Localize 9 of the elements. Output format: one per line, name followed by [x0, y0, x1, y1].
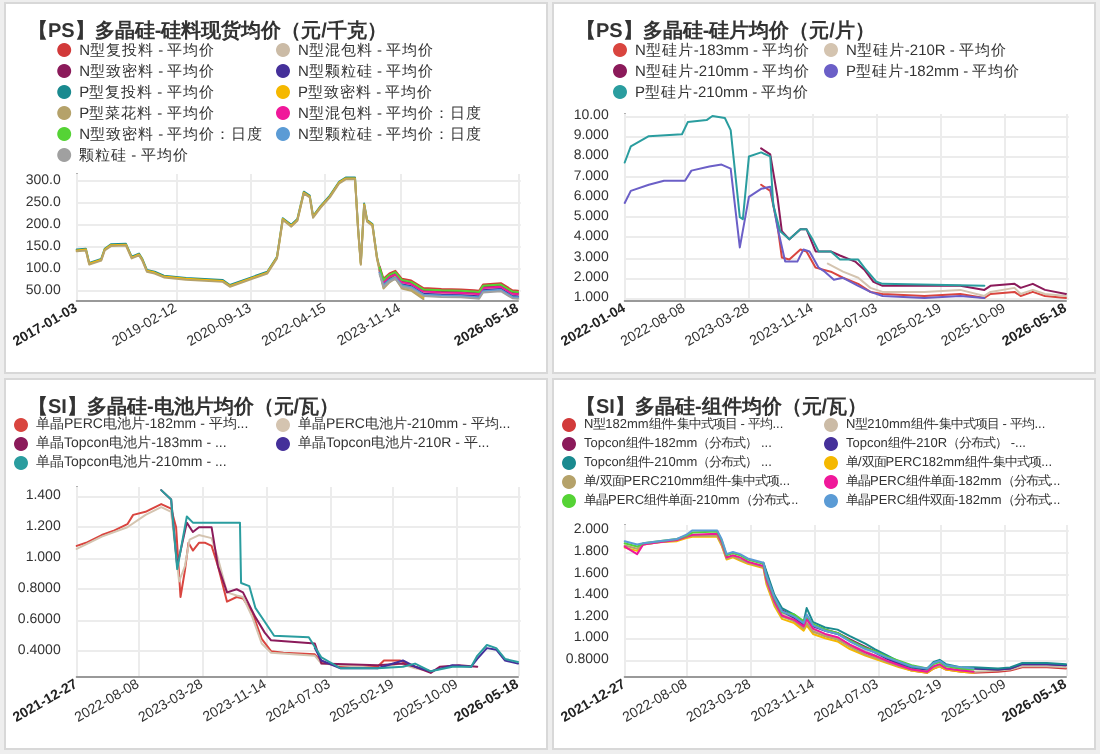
chart-title: 【PS】多晶硅-硅料现货均价（元/千克）: [28, 19, 387, 43]
chart-title: 【SI】多晶硅-电池片均价（元/瓦）: [28, 395, 340, 419]
line-series: [826, 262, 1067, 297]
line-series: [623, 163, 986, 299]
line-series: [760, 183, 1067, 299]
line-series: [623, 115, 986, 287]
chart-title: 【PS】多晶硅-硅片均价（元/片）: [576, 19, 875, 43]
line-series: [760, 147, 1067, 295]
chart-title: 【SI】多晶硅-组件均价（元/瓦）: [576, 395, 868, 419]
